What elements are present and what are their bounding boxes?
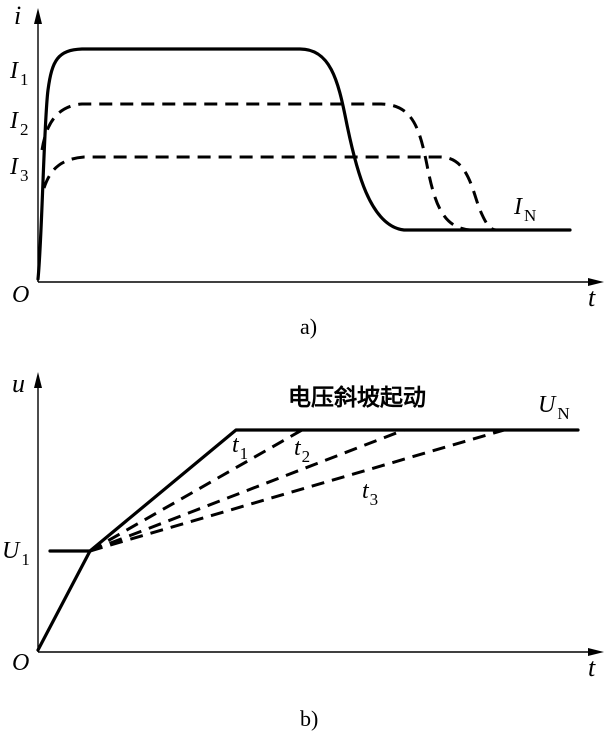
a-x-axis-arrow	[588, 278, 604, 286]
b-time-label-2: t2	[294, 435, 310, 466]
a-origin-label: O	[12, 282, 29, 308]
a-curve-i2	[40, 102, 471, 232]
a-curve-i3	[42, 155, 497, 232]
b-ramp-t2	[89, 428, 303, 553]
b-ramp-t2b	[89, 428, 405, 553]
a-y-axis-arrow	[34, 8, 42, 24]
b-ramp-t1	[88, 428, 580, 553]
a-caption: a)	[300, 314, 317, 339]
a-x-axis-label: t	[588, 283, 596, 312]
b-x-axis-label: t	[588, 653, 596, 682]
b-time-label-3: t3	[362, 478, 378, 509]
b-caption: b)	[300, 706, 318, 731]
b-time-label-1: t1	[232, 432, 248, 463]
b-x-axis-arrow	[588, 648, 604, 656]
a-curve-i1	[36, 47, 572, 281]
b-direct-start-line	[36, 549, 92, 652]
b-origin-label: O	[12, 650, 29, 676]
b-ramp-t3	[89, 428, 505, 553]
b-y-axis-arrow	[34, 372, 42, 388]
b-y-axis-label: u	[12, 369, 25, 398]
a-y-axis-label: i	[14, 1, 21, 30]
b-title: 电压斜坡起动	[288, 385, 426, 411]
